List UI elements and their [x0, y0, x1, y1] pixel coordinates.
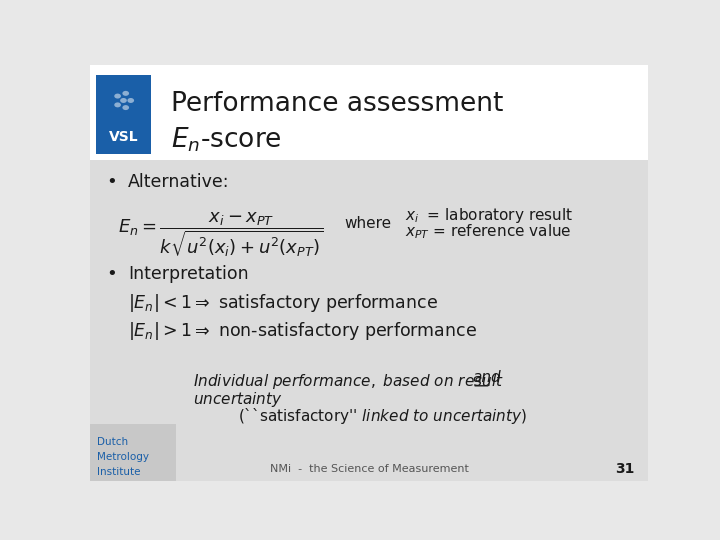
Circle shape: [122, 105, 129, 110]
Bar: [96, 75, 151, 154]
Text: Alternative:: Alternative:: [128, 173, 230, 191]
Text: and: and: [472, 370, 501, 384]
Text: Performance assessment: Performance assessment: [171, 91, 503, 117]
Text: VSL: VSL: [109, 130, 138, 144]
Text: $|E_n| < 1 \Rightarrow$ satisfactory performance: $|E_n| < 1 \Rightarrow$ satisfactory per…: [128, 292, 438, 314]
Bar: [90, 65, 648, 160]
Circle shape: [114, 103, 121, 107]
Bar: [90, 160, 648, 481]
Text: •: •: [107, 265, 117, 283]
Text: $x_{PT}$ = reference value: $x_{PT}$ = reference value: [405, 222, 572, 241]
Text: $\mathit{(\text{``satisfactory''}\ linked\ to\ uncertainty)}$: $\mathit{(\text{``satisfactory''}\ linke…: [238, 406, 527, 426]
Text: NMi  -  the Science of Measurement: NMi - the Science of Measurement: [269, 464, 469, 474]
Circle shape: [127, 98, 134, 103]
Circle shape: [114, 93, 121, 99]
Circle shape: [122, 91, 129, 96]
Text: where: where: [344, 216, 391, 231]
Text: $E_n = \dfrac{x_i - x_{PT}}{k\sqrt{u^2(x_i)+u^2(x_{PT})}}$: $E_n = \dfrac{x_i - x_{PT}}{k\sqrt{u^2(x…: [118, 211, 323, 260]
Text: $\mathit{Individual\ performance,\ based\ on\ result\ }$: $\mathit{Individual\ performance,\ based…: [193, 372, 504, 391]
Text: $x_i\;$ = laboratory result: $x_i\;$ = laboratory result: [405, 206, 574, 225]
Bar: [90, 424, 176, 481]
Circle shape: [120, 98, 127, 103]
Text: •: •: [107, 173, 117, 191]
Text: $E_n$-score: $E_n$-score: [171, 125, 282, 154]
Text: Dutch
Metrology
Institute: Dutch Metrology Institute: [96, 437, 149, 476]
Text: $|E_n| > 1 \Rightarrow$ non-satisfactory performance: $|E_n| > 1 \Rightarrow$ non-satisfactory…: [128, 320, 477, 342]
Text: $\mathit{uncertainty}$: $\mathit{uncertainty}$: [193, 390, 283, 409]
Text: 31: 31: [615, 462, 634, 476]
Text: Interpretation: Interpretation: [128, 265, 248, 283]
